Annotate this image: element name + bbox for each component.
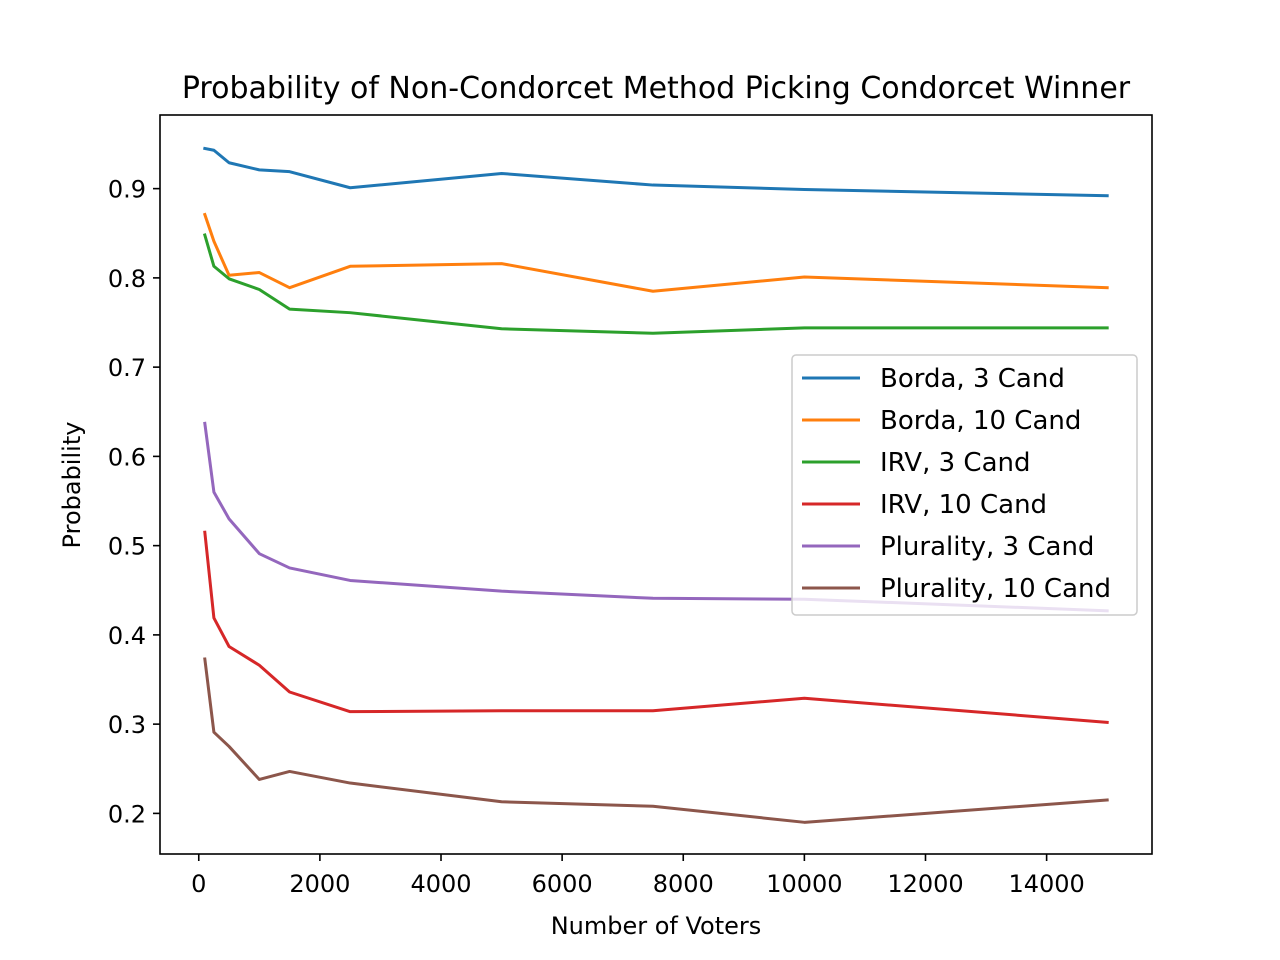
legend-label-3: IRV, 10 Cand [880, 490, 1047, 520]
y-tick-label: 0.8 [108, 265, 146, 293]
series-line-0 [203, 146, 1109, 198]
x-tick-label: 14000 [1008, 870, 1084, 898]
y-tick-label: 0.3 [108, 711, 146, 739]
x-tick-label: 4000 [410, 870, 471, 898]
y-tick-label: 0.7 [108, 354, 146, 382]
y-tick-label: 0.5 [108, 533, 146, 561]
legend-label-0: Borda, 3 Cand [880, 364, 1065, 394]
x-tick-label: 6000 [532, 870, 593, 898]
legend-label-1: Borda, 10 Cand [880, 406, 1081, 436]
series-line-5 [203, 657, 1109, 824]
series-line-2 [202, 233, 1109, 335]
x-tick-label: 2000 [289, 870, 350, 898]
y-tick-label: 0.6 [108, 443, 146, 471]
x-axis-label: Number of Voters [551, 912, 762, 940]
x-tick-label: 12000 [887, 870, 963, 898]
y-tick-label: 0.9 [108, 176, 146, 204]
chart-title: Probability of Non-Condorcet Method Pick… [182, 71, 1131, 106]
x-tick-label: 10000 [766, 870, 842, 898]
y-tick-label: 0.4 [108, 622, 146, 650]
y-axis-label: Probability [58, 422, 86, 549]
legend-items: Borda, 3 Cand Borda, 10 Cand IRV, 3 Cand IR… [802, 364, 1111, 604]
legend: Borda, 3 Cand Borda, 10 Cand IRV, 3 Cand IR… [791, 354, 1138, 616]
plot-area [159, 114, 1153, 855]
series-line-1 [202, 212, 1109, 293]
series-layer [202, 146, 1109, 824]
legend-label-2: IRV, 3 Cand [880, 448, 1031, 478]
plot-frame [159, 114, 1153, 855]
x-tick-label: 8000 [653, 870, 714, 898]
legend-box [791, 354, 1138, 616]
series-line-4 [203, 421, 1109, 613]
series-line-3 [203, 530, 1109, 724]
y-tick-label: 0.2 [108, 800, 146, 828]
x-tick-label: 0 [191, 870, 206, 898]
y-axis: 0.2 0.3 0.4 0.5 0.6 0.7 0.8 0.9 [108, 176, 160, 828]
x-axis: 0 2000 4000 6000 8000 10000 12000 14000 [191, 854, 1085, 898]
legend-label-5: Plurality, 10 Cand [880, 574, 1111, 604]
legend-label-4: Plurality, 3 Cand [880, 532, 1094, 562]
